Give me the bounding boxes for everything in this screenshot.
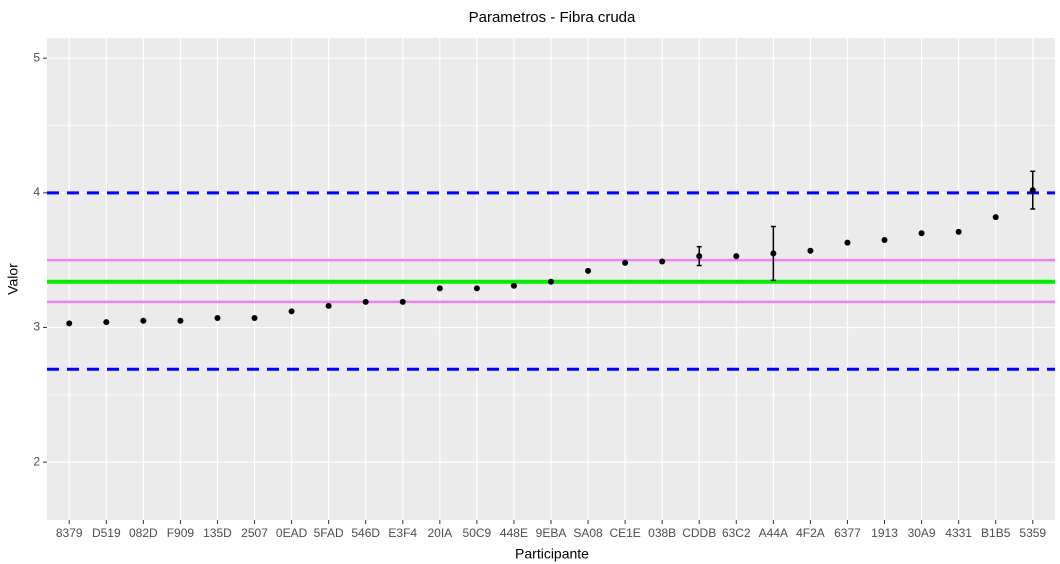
x-tick-label: 50C9 [463,526,492,540]
point [399,298,406,305]
point [844,239,851,246]
x-tick-label: 63C2 [722,526,751,540]
x-axis-label: Participante [515,546,589,562]
point [214,315,221,322]
x-tick-label: 4331 [945,526,972,540]
x-tick-label: 8379 [56,526,83,540]
x-tick-label: CDDB [682,526,716,540]
x-tick-label: CE1E [609,526,640,540]
x-tick-label: 9EBA [536,526,567,540]
x-tick-label: SA08 [573,526,603,540]
x-tick-label: F909 [167,526,195,540]
x-tick-label: B1B5 [981,526,1011,540]
point [585,267,592,274]
chart-title: Parametros - Fibra cruda [469,9,636,26]
point [659,258,666,265]
x-tick-label: 30A9 [908,526,936,540]
x-tick-label: 2507 [241,526,268,540]
y-axis-label: Valor [5,263,21,295]
point [288,308,295,315]
point [140,317,147,324]
point [362,298,369,305]
y-tick-label: 2 [33,454,40,468]
point [473,285,480,292]
point [807,247,814,254]
point [770,250,777,257]
x-tick-label: 1913 [871,526,898,540]
x-tick-label: 5FAD [314,526,344,540]
x-tick-label: 6377 [834,526,861,540]
point [881,236,888,243]
x-tick-label: 135D [203,526,232,540]
x-tick-label: 5359 [1019,526,1046,540]
point [733,253,740,260]
x-tick-label: 038B [648,526,676,540]
x-tick-label: A44A [759,526,788,540]
point [251,315,258,322]
x-tick-label: 4F2A [796,526,825,540]
point [548,278,554,285]
x-tick-label: 546D [351,526,380,540]
point [436,285,443,292]
point [177,317,184,324]
point [622,259,629,266]
x-tick-label: 20IA [427,526,452,540]
point [1029,187,1036,194]
point [918,230,925,237]
x-tick-label: 0EAD [276,526,308,540]
y-tick-label: 5 [33,50,40,64]
x-tick-label: 448E [500,526,528,540]
y-tick-label: 3 [33,320,40,334]
point [510,282,517,289]
x-tick-label: 082D [129,526,158,540]
y-tick-label: 4 [33,185,40,199]
x-tick-label: E3F4 [388,526,417,540]
point [66,320,73,327]
point [325,302,332,309]
x-tick-label: D519 [92,526,121,540]
point [992,214,999,221]
point [103,319,110,326]
point [696,253,703,260]
point [955,228,962,235]
